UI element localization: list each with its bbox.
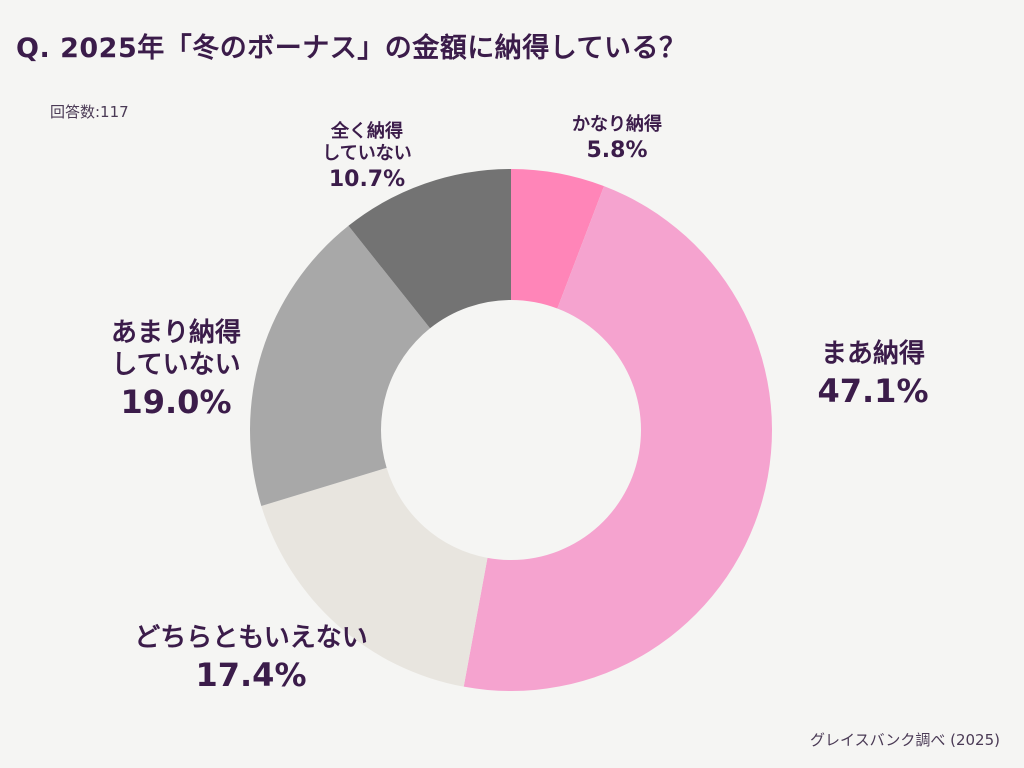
chart-title: Q. 2025年「冬のボーナス」の金額に納得している？ [16,33,687,64]
donut-slice-1 [463,186,772,692]
label-slice-4: 全く納得 していない 10.7% [322,120,412,192]
donut-slice-2 [261,467,488,687]
label-slice-3: あまり納得 していない 19.0% [110,317,242,421]
source-note: グレイスバンク調べ (2025) [810,731,1000,749]
label-slice-1: まあ納得 47.1% [817,339,929,410]
donut-slice-0 [511,169,605,309]
respondent-count: 回答数:117 [50,103,129,121]
label-slice-0: かなり納得 5.8% [572,114,662,163]
donut-slice-4 [348,169,511,329]
label-slice-2: どちらともいえない 17.4% [134,623,368,694]
donut-slice-3 [249,225,431,506]
